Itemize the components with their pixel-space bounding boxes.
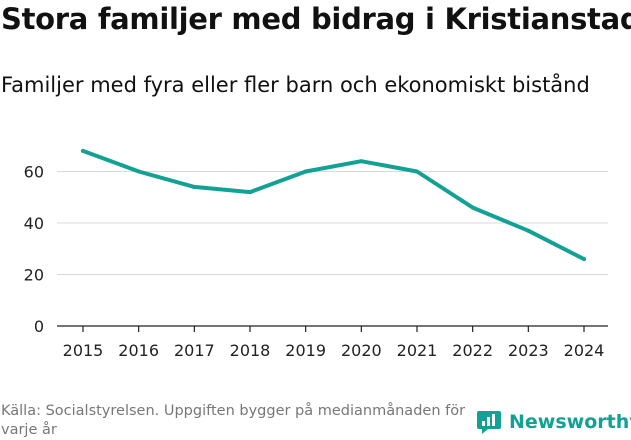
data-point-2020	[359, 159, 364, 164]
y-tick-label: 40	[24, 214, 44, 233]
x-tick-label: 2019	[285, 341, 326, 360]
chart-subtitle: Familjer med fyra eller fler barn och ek…	[1, 73, 590, 97]
brand-name: Newsworthy	[509, 411, 631, 433]
chart-title: Stora familjer med bidrag i Kristianstad	[1, 2, 631, 36]
x-tick-label: 2021	[397, 341, 438, 360]
series-layer	[81, 148, 586, 262]
x-tick-label: 2020	[341, 341, 382, 360]
data-point-2023	[526, 228, 531, 233]
data-point-2019	[303, 169, 308, 174]
data-point-2015	[81, 148, 85, 153]
data-point-2018	[248, 190, 252, 195]
y-tick-label: 60	[24, 163, 44, 182]
x-tick-label: 2022	[452, 341, 493, 360]
y-tick-label: 0	[34, 317, 44, 336]
x-tick-label: 2018	[230, 341, 271, 360]
newsworthy-logo-icon	[477, 411, 501, 434]
x-tick-label: 2016	[118, 341, 159, 360]
data-point-2024	[582, 257, 586, 262]
gridlines	[57, 171, 608, 275]
y-axis-ticks: 0 20 40 60	[24, 163, 44, 337]
series-line-0	[81, 148, 586, 262]
y-tick-label: 20	[24, 266, 44, 285]
newsworthy-logo: Newsworthy	[476, 409, 631, 435]
data-point-2016	[136, 169, 141, 174]
data-point-2021	[415, 169, 419, 174]
data-point-2022	[470, 205, 475, 210]
x-axis-ticks: 2015 2016 2017 2018 2019 2020 2021 2022 2023 2024	[63, 326, 605, 360]
source-note: Källa: Socialstyrelsen. Uppgiften bygger…	[1, 403, 466, 438]
x-tick-label: 2024	[564, 341, 605, 360]
x-tick-label: 2023	[508, 341, 549, 360]
x-tick-label: 2015	[63, 341, 104, 360]
data-point-2017	[192, 184, 197, 189]
x-tick-label: 2017	[174, 341, 215, 360]
